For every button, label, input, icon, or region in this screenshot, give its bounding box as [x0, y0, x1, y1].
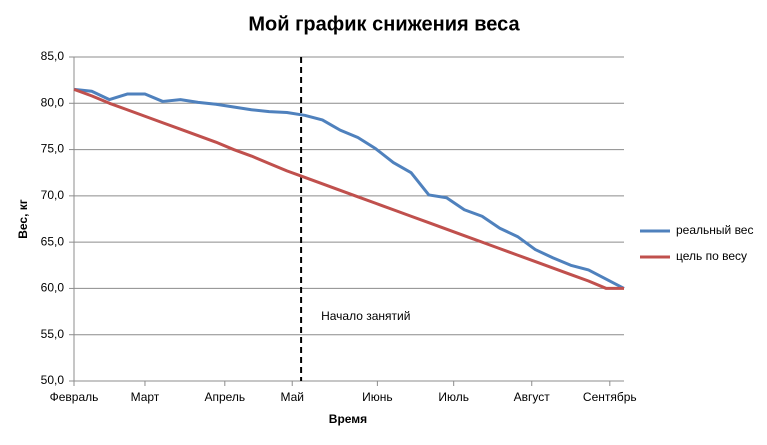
y-tick-label: 85,0 [41, 49, 65, 63]
x-tick-label: Март [131, 390, 160, 404]
x-tick-label: Август [514, 390, 551, 404]
y-tick-label: 55,0 [41, 327, 65, 341]
x-tick-label: Февраль [50, 390, 99, 404]
x-tick-label: Июнь [362, 390, 393, 404]
series-line [73, 87, 625, 290]
y-tick-label: 80,0 [41, 95, 65, 109]
y-tick-label: 60,0 [41, 281, 65, 295]
x-axis-title: Время [329, 412, 367, 426]
x-tick-label: Июль [438, 390, 469, 404]
chart-title: Мой график снижения веса [248, 13, 520, 35]
x-tick-label: Апрель [204, 390, 245, 404]
y-tick-label: 65,0 [41, 234, 65, 248]
y-tick-label: 70,0 [41, 188, 65, 202]
series-line [73, 87, 624, 290]
y-axis-title: Вес, кг [16, 199, 30, 239]
legend-label: реальный вес [676, 223, 753, 237]
x-tick-label: Май [280, 390, 304, 404]
annotation: Начало занятий [321, 309, 410, 323]
y-tick-label: 50,0 [41, 373, 65, 387]
y-tick-label: 75,0 [41, 142, 65, 156]
x-tick-label: Сентябрь [583, 390, 637, 404]
legend-label: цель по весу [676, 249, 747, 263]
